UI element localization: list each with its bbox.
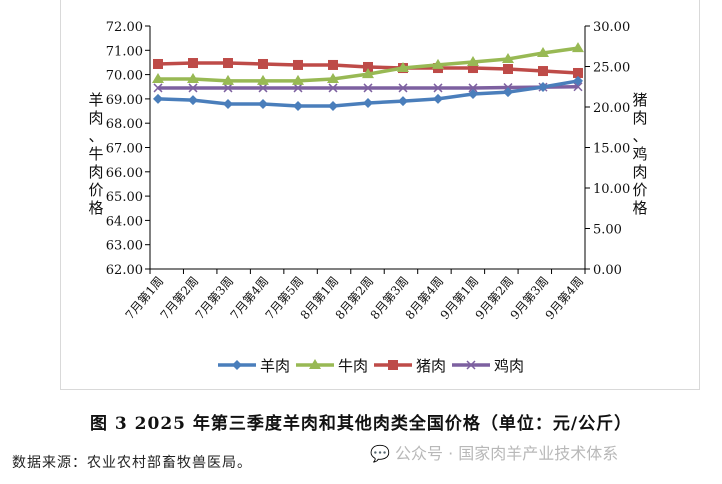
y2-axis-label: 肉 <box>632 109 647 127</box>
diamond-marker <box>188 95 198 106</box>
triangle-marker <box>467 55 479 66</box>
triangle-marker <box>537 46 549 57</box>
y2-tick-label: 5.00 <box>593 223 622 238</box>
diamond-marker <box>503 87 513 98</box>
diamond-marker <box>223 99 233 110</box>
x-marker <box>363 83 373 93</box>
x-marker <box>153 83 163 93</box>
line-chart: 62.00 63.00 64.00 65.00 66.00 67.00 68.00 69.00… <box>88 20 647 375</box>
diamond-marker <box>328 100 338 111</box>
y-tick-label: 65.00 <box>106 190 143 205</box>
triangle-marker <box>309 359 321 369</box>
square-marker <box>223 58 233 69</box>
triangle-marker <box>257 74 269 85</box>
triangle-marker <box>327 72 339 83</box>
y2-tick-label: 0.00 <box>593 263 622 278</box>
y2-axis-label: 价 <box>632 181 647 199</box>
square-marker <box>538 66 548 77</box>
y-axis-label: 肉 <box>88 109 103 127</box>
square-marker <box>363 61 373 72</box>
diamond-marker <box>398 96 408 107</box>
square-marker <box>153 58 163 69</box>
watermark: 💬 公众号 · 国家肉羊产业技术体系 <box>370 444 619 463</box>
diamond-marker <box>433 93 443 104</box>
y-tick-label: 62.00 <box>106 263 143 278</box>
x-marker <box>398 83 408 93</box>
y2-axis-label: 猪 <box>632 91 647 109</box>
chart-frame <box>60 0 700 390</box>
y-axis-label: 格 <box>88 199 103 217</box>
data-source: 数据来源：农业农村部畜牧兽医局。 <box>12 455 252 471</box>
x-marker <box>293 83 303 93</box>
y2-axis-label: 、 <box>632 127 647 145</box>
x-marker <box>433 83 443 93</box>
triangle-marker <box>362 68 374 79</box>
triangle-marker <box>572 42 584 53</box>
diamond-marker <box>153 93 163 104</box>
square-marker <box>468 63 478 74</box>
y2-axis-label: 格 <box>632 199 647 217</box>
diamond-marker <box>293 100 303 111</box>
diamond-marker <box>468 89 478 100</box>
diamond-marker <box>538 81 548 92</box>
y-axis-label: 牛 <box>88 145 103 163</box>
diamond-marker <box>573 75 583 86</box>
diamond-marker <box>232 360 242 370</box>
diamond-marker <box>363 98 373 109</box>
y-tick-label: 63.00 <box>106 239 143 254</box>
x-marker <box>466 360 476 370</box>
y-tick-label: 69.00 <box>106 93 143 108</box>
y-tick-label: 68.00 <box>106 117 143 132</box>
x-marker <box>258 83 268 93</box>
triangle-marker <box>152 72 164 83</box>
y2-tick-label: 25.00 <box>593 61 630 76</box>
y-tick-label: 64.00 <box>106 214 143 229</box>
y2-axis-label: 肉 <box>632 163 647 181</box>
diamond-marker <box>258 99 268 110</box>
square-marker <box>258 58 268 69</box>
y2-tick-label: 10.00 <box>593 182 630 197</box>
y-tick-label: 66.00 <box>106 166 143 181</box>
triangle-marker <box>397 62 409 73</box>
y-tick-label: 67.00 <box>106 142 143 157</box>
y2-tick-label: 30.00 <box>593 20 630 35</box>
triangle-marker <box>292 74 304 85</box>
y-axis-label: 肉 <box>88 163 103 181</box>
figure-caption: 图 3 2025 年第三季度羊肉和其他肉类全国价格（单位：元/公斤） <box>90 414 633 434</box>
triangle-marker <box>222 74 234 85</box>
triangle-marker <box>187 72 199 83</box>
y2-tick-label: 15.00 <box>593 142 630 157</box>
triangle-marker <box>432 58 444 69</box>
triangle-marker <box>502 53 514 64</box>
legend-label: 牛肉 <box>338 357 368 375</box>
square-marker <box>293 59 303 70</box>
y-axis-label: 价 <box>88 181 103 199</box>
x-marker <box>573 82 583 92</box>
y2-tick-label: 20.00 <box>593 101 630 116</box>
y-axis-label: 、 <box>88 127 103 145</box>
x-marker <box>328 83 338 93</box>
legend-label: 鸡肉 <box>494 357 524 375</box>
y-tick-label: 70.00 <box>106 69 143 84</box>
y-axis-label: 羊 <box>88 91 103 109</box>
y-tick-label: 71.00 <box>106 44 143 59</box>
square-marker <box>503 64 513 75</box>
legend-label: 羊肉 <box>260 357 290 375</box>
x-marker <box>468 83 478 93</box>
y-tick-label: 72.00 <box>106 20 143 35</box>
watermark-text: 公众号 · 国家肉羊产业技术体系 <box>395 444 619 463</box>
y2-axis-label: 鸡 <box>632 145 647 163</box>
square-marker <box>573 67 583 78</box>
square-marker <box>328 59 338 70</box>
x-marker <box>188 83 198 93</box>
legend-label: 猪肉 <box>416 357 446 375</box>
square-marker <box>388 360 398 370</box>
square-marker <box>188 58 198 69</box>
x-marker <box>223 83 233 93</box>
